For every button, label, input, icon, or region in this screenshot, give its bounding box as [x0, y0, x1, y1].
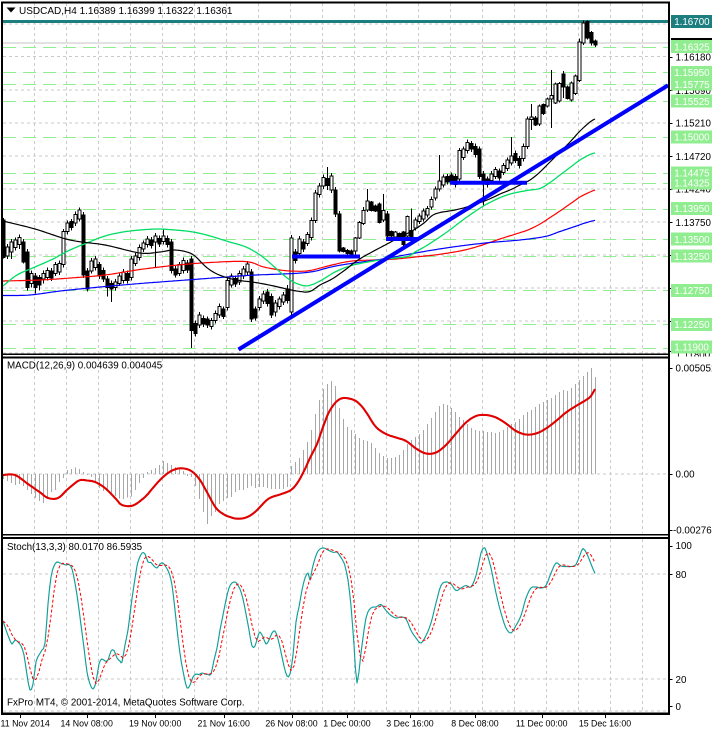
svg-text:1.14240: 1.14240 — [676, 185, 712, 196]
svg-text:FxPro MT4, © 2001-2014, MetaQu: FxPro MT4, © 2001-2014, MetaQuotes Softw… — [7, 698, 245, 709]
svg-text:1.15210: 1.15210 — [676, 119, 712, 130]
svg-text:21 Nov 16:00: 21 Nov 16:00 — [198, 719, 250, 729]
svg-text:11 Nov 2014: 11 Nov 2014 — [1, 719, 50, 729]
svg-text:MACD(12,26,9) 0.004639 0.00404: MACD(12,26,9) 0.004639 0.004045 — [7, 361, 163, 372]
svg-text:1.11800: 1.11800 — [676, 350, 711, 361]
svg-text:1.16325: 1.16325 — [674, 42, 710, 53]
svg-text:Stoch(13,3,3) 80.0170 86.5935: Stoch(13,3,3) 80.0170 86.5935 — [7, 542, 143, 553]
svg-text:1.15525: 1.15525 — [674, 97, 710, 108]
svg-text:26 Nov 08:00: 26 Nov 08:00 — [265, 719, 317, 729]
svg-text:1.14325: 1.14325 — [674, 179, 710, 190]
svg-text:1.16180: 1.16180 — [676, 52, 712, 63]
svg-text:USDCAD,H4 1.16389 1.16399 1.1: USDCAD,H4 1.16389 1.16399 1.16322 1.1636… — [19, 6, 233, 17]
svg-text:80: 80 — [676, 570, 687, 581]
svg-text:1.13950: 1.13950 — [674, 204, 710, 215]
svg-text:-0.002768: -0.002768 — [673, 526, 712, 537]
svg-text:1 Dec 00:00: 1 Dec 00:00 — [323, 719, 371, 729]
svg-text:1.12750: 1.12750 — [674, 286, 710, 297]
svg-text:1.13250: 1.13250 — [674, 252, 710, 263]
svg-text:1.15775: 1.15775 — [674, 80, 710, 91]
svg-text:3 Dec 16:00: 3 Dec 16:00 — [386, 719, 434, 729]
svg-text:1.15950: 1.15950 — [674, 68, 710, 79]
svg-text:15 Dec 16:00: 15 Dec 16:00 — [579, 719, 631, 729]
svg-text:1.12250: 1.12250 — [674, 320, 710, 331]
svg-text:14 Nov 08:00: 14 Nov 08:00 — [61, 719, 113, 729]
svg-text:11 Dec 00:00: 11 Dec 00:00 — [516, 719, 568, 729]
svg-text:19 Nov 00:00: 19 Nov 00:00 — [129, 719, 181, 729]
svg-text:1.14475: 1.14475 — [674, 168, 710, 179]
svg-text:100: 100 — [676, 541, 693, 552]
svg-text:1.13750: 1.13750 — [676, 218, 712, 229]
svg-text:1.15690: 1.15690 — [676, 86, 712, 97]
svg-text:1.13500: 1.13500 — [674, 235, 710, 246]
svg-text:0: 0 — [676, 702, 682, 713]
svg-text:8 Dec 08:00: 8 Dec 08:00 — [451, 719, 499, 729]
svg-text:20: 20 — [676, 675, 687, 686]
svg-text:1.15000: 1.15000 — [674, 133, 710, 144]
svg-text:1.16700: 1.16700 — [674, 17, 710, 28]
svg-text:0.005051: 0.005051 — [676, 364, 712, 375]
svg-text:1.11900: 1.11900 — [674, 343, 709, 354]
svg-text:1.14720: 1.14720 — [676, 152, 712, 163]
svg-text:0.00: 0.00 — [676, 470, 696, 481]
